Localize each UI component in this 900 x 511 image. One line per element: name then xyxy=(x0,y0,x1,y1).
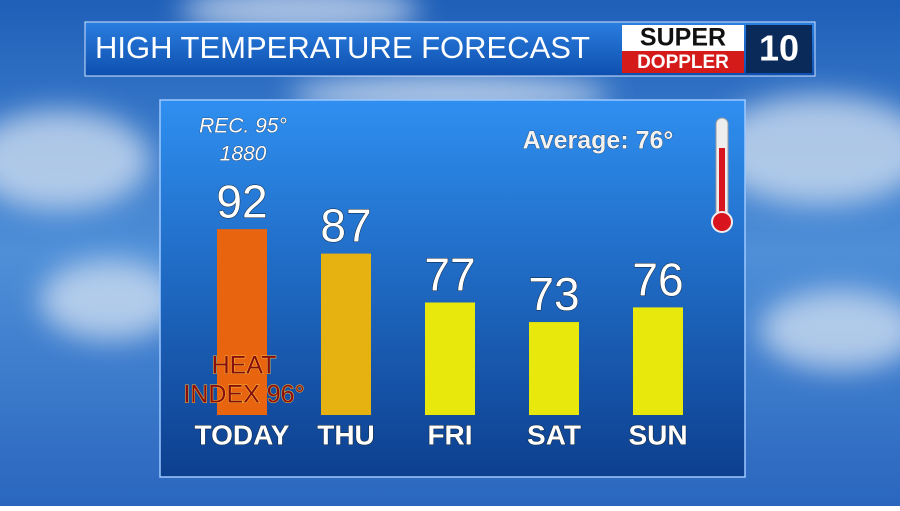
logo-box xyxy=(622,51,744,73)
value-label: 77 xyxy=(424,249,475,301)
x-tick-label: THU xyxy=(317,419,375,450)
bar xyxy=(425,302,475,415)
logo-channel: 10 xyxy=(759,28,799,69)
x-tick-label: SAT xyxy=(527,419,581,450)
logo-badge xyxy=(746,25,812,73)
average-label: Average: 76° xyxy=(523,127,674,155)
thermometer xyxy=(711,117,733,233)
x-tick-label: TODAY xyxy=(195,419,290,450)
bar xyxy=(633,307,683,415)
value-label: 76 xyxy=(632,254,683,306)
heat-index-label: INDEX 96° xyxy=(183,381,304,409)
x-tick-label: SUN xyxy=(628,419,687,450)
value-label: 92 xyxy=(216,175,267,227)
value-label: 73 xyxy=(528,268,579,320)
record-year: 1880 xyxy=(220,143,267,166)
value-label: 87 xyxy=(320,200,371,252)
bar xyxy=(217,229,267,415)
bar xyxy=(529,322,579,415)
logo-box xyxy=(622,25,744,51)
bars xyxy=(217,229,683,415)
bar xyxy=(321,253,371,415)
logo-text: SUPER xyxy=(640,24,726,52)
x-tick-label: FRI xyxy=(427,419,472,450)
record-label: REC. 95° xyxy=(199,115,287,138)
logo-text: DOPPLER xyxy=(637,52,729,73)
heat-index-label: HEAT xyxy=(212,352,277,380)
chart-title: HIGH TEMPERATURE FORECAST xyxy=(95,30,590,65)
